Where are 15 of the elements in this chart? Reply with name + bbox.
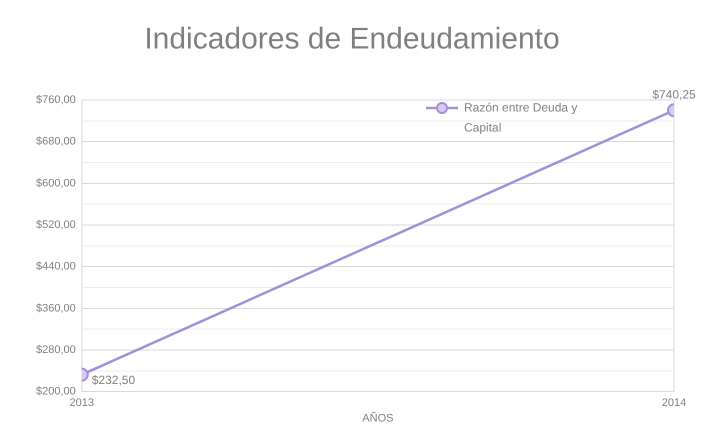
legend-label: Razón entre Deuda y Capital xyxy=(464,100,578,134)
chart-title: Indicadores de Endeudamiento xyxy=(144,22,560,56)
y-tick-label: $760,00 xyxy=(36,94,76,106)
y-tick-label: $360,00 xyxy=(36,302,76,314)
y-tick-label: $200,00 xyxy=(36,386,76,398)
y-tick-label: $680,00 xyxy=(36,136,76,148)
data-label: $740,25 xyxy=(652,88,696,102)
x-tick-label: 2014 xyxy=(662,397,686,410)
y-tick-label: $600,00 xyxy=(36,177,76,190)
y-tick-label: $440,00 xyxy=(36,260,76,273)
y-tick-label: $520,00 xyxy=(36,219,76,232)
x-tick-label: 2013 xyxy=(70,397,94,410)
y-tick-label: $280,00 xyxy=(36,344,76,356)
data-label: $232,50 xyxy=(92,372,136,387)
x-axis-title: AÑOS xyxy=(362,411,394,424)
